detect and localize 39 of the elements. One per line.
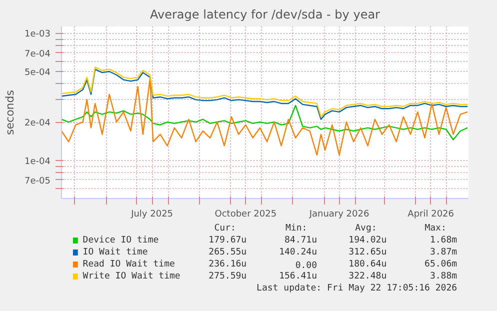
legend-label: IO Wait time [82, 248, 148, 258]
y-tick-label: 5e-04 [24, 68, 51, 78]
y-tick-label: 1e-03 [24, 30, 51, 40]
text: Cur: [214, 224, 236, 234]
text: 1.68m [430, 236, 458, 246]
x-tick-label: July 2025 [130, 210, 174, 220]
text: 236.16u [208, 260, 247, 270]
text: 179.67u [208, 236, 247, 246]
text: 180.64u [348, 260, 387, 270]
text: 65.06m [424, 260, 458, 270]
text: 194.02u [348, 236, 387, 246]
x-tick-label: October 2025 [214, 210, 277, 220]
text: 0.00 [295, 261, 318, 271]
text: Avg: [355, 224, 377, 234]
y-axis-title: seconds [4, 90, 17, 135]
y-tick-label: 2e-04 [24, 118, 51, 129]
legend-label: Device IO time [82, 236, 159, 246]
text: 3.87m [430, 248, 458, 258]
x-tick-label: January 2026 [308, 210, 370, 220]
text: 156.41u [279, 272, 318, 282]
legend-label: Write IO Wait time [82, 272, 180, 282]
text: 3.88m [430, 272, 458, 282]
chart-title: Average latency for /dev/sda - by year [150, 8, 380, 22]
text: 265.55u [208, 248, 247, 258]
y-tick-label: 7e-05 [24, 176, 51, 186]
text: Last update: Fri May 22 17:05:16 2026 [256, 284, 458, 294]
text: 312.65u [348, 248, 387, 258]
y-tick-label: 7e-04 [24, 49, 51, 60]
x-tick-label: April 2026 [408, 210, 454, 220]
line-series [62, 104, 468, 140]
legend-label: Read IO Wait time [82, 260, 175, 270]
text: 322.48u [348, 272, 387, 282]
y-tick-label: 1e-04 [24, 156, 51, 167]
text: 84.71u [284, 236, 318, 246]
text: Min: [286, 224, 308, 234]
text: 140.24u [279, 248, 318, 258]
line-series [62, 78, 468, 156]
text: Max: [424, 224, 446, 234]
text: 275.59u [208, 272, 247, 282]
